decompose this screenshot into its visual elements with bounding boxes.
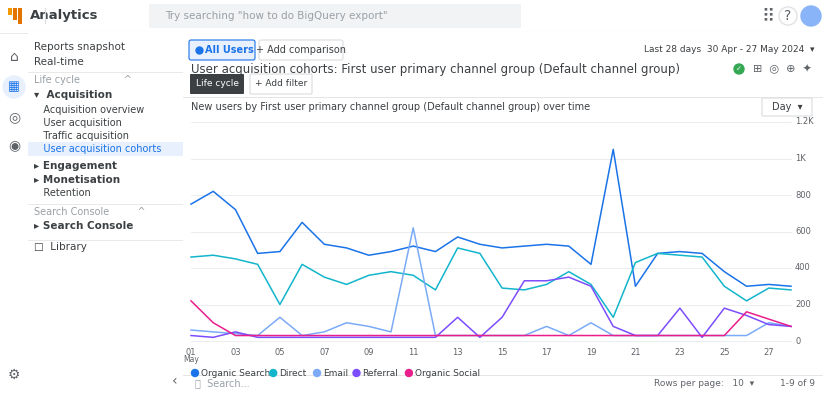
Text: + Add filter: + Add filter: [255, 79, 307, 88]
Text: Retention: Retention: [34, 188, 91, 198]
Text: 400: 400: [795, 263, 811, 272]
Text: 1.2K: 1.2K: [795, 118, 814, 127]
Text: ◎: ◎: [8, 110, 20, 124]
Text: Life cycle: Life cycle: [196, 79, 239, 88]
Text: User acquisition cohorts: First user primary channel group (Default channel grou: User acquisition cohorts: First user pri…: [191, 62, 680, 75]
Circle shape: [3, 76, 25, 98]
Text: ▸ Engagement: ▸ Engagement: [34, 161, 117, 171]
Text: ▾  Acquisition: ▾ Acquisition: [34, 90, 112, 100]
Text: Traffic acquisition: Traffic acquisition: [34, 131, 129, 141]
Text: ▦: ▦: [8, 81, 20, 94]
Text: Referral: Referral: [362, 369, 398, 378]
Text: ◉: ◉: [8, 138, 20, 152]
Circle shape: [406, 369, 412, 376]
Text: 🔍  Search...: 🔍 Search...: [195, 378, 249, 388]
Circle shape: [192, 369, 198, 376]
Text: Try searching "how to do BigQuery export": Try searching "how to do BigQuery export…: [165, 11, 388, 21]
Text: ‹: ‹: [172, 374, 178, 388]
Text: User acquisition cohorts: User acquisition cohorts: [34, 144, 161, 154]
FancyBboxPatch shape: [250, 74, 312, 94]
Text: User acquisition: User acquisition: [34, 118, 122, 128]
Text: Last 28 days  30 Apr - 27 May 2024  ▾: Last 28 days 30 Apr - 27 May 2024 ▾: [644, 46, 815, 55]
Text: 200: 200: [795, 300, 811, 309]
Text: 1K: 1K: [795, 154, 806, 163]
Circle shape: [734, 64, 744, 74]
FancyBboxPatch shape: [762, 98, 812, 116]
Text: New users by First user primary channel group (Default channel group) over time: New users by First user primary channel …: [191, 102, 590, 112]
Text: Acquisition overview: Acquisition overview: [34, 105, 144, 115]
FancyBboxPatch shape: [189, 40, 255, 60]
Text: ⊞  ◎  ⊕  ✦: ⊞ ◎ ⊕ ✦: [753, 64, 811, 74]
Text: Real-time: Real-time: [34, 57, 84, 67]
FancyBboxPatch shape: [259, 40, 343, 60]
FancyBboxPatch shape: [28, 142, 183, 156]
Text: Day  ▾: Day ▾: [772, 102, 802, 112]
Text: |: |: [42, 8, 47, 24]
FancyBboxPatch shape: [149, 4, 521, 28]
Text: 07: 07: [319, 348, 330, 357]
Circle shape: [801, 6, 821, 26]
Text: ⌂: ⌂: [10, 50, 18, 64]
Text: + Add comparison: + Add comparison: [256, 45, 346, 55]
Text: ▸ Search Console: ▸ Search Console: [34, 221, 133, 231]
Text: ⠿: ⠿: [761, 7, 774, 25]
Text: □  Library: □ Library: [34, 242, 87, 252]
Bar: [18, 8, 22, 24]
Text: 01: 01: [186, 348, 196, 357]
Text: Search Console         ^: Search Console ^: [34, 207, 146, 217]
Text: Rows per page:   10  ▾         1-9 of 9: Rows per page: 10 ▾ 1-9 of 9: [654, 378, 815, 387]
FancyBboxPatch shape: [190, 74, 244, 94]
Circle shape: [353, 369, 360, 376]
Bar: [8, 8, 12, 15]
Text: ⚙: ⚙: [7, 368, 21, 382]
Text: 19: 19: [586, 348, 596, 357]
Text: Analytics: Analytics: [30, 9, 99, 22]
Text: 15: 15: [497, 348, 507, 357]
Text: 600: 600: [795, 227, 811, 236]
Text: 27: 27: [764, 348, 774, 357]
Text: Organic Social: Organic Social: [415, 369, 480, 378]
Text: 11: 11: [408, 348, 418, 357]
Text: Direct: Direct: [279, 369, 306, 378]
Text: 0: 0: [795, 336, 800, 345]
Text: 13: 13: [453, 348, 463, 357]
Text: ✓: ✓: [736, 66, 742, 72]
Text: 17: 17: [542, 348, 552, 357]
Circle shape: [314, 369, 320, 376]
Text: 23: 23: [675, 348, 686, 357]
Text: 05: 05: [275, 348, 285, 357]
Text: 21: 21: [630, 348, 640, 357]
Text: 25: 25: [719, 348, 729, 357]
Text: 800: 800: [795, 191, 811, 200]
Text: ?: ?: [784, 9, 792, 23]
Text: Reports snapshot: Reports snapshot: [34, 42, 125, 52]
Circle shape: [270, 369, 277, 376]
Text: Life cycle              ^: Life cycle ^: [34, 75, 132, 85]
Text: 09: 09: [364, 348, 374, 357]
Text: All Users: All Users: [205, 45, 253, 55]
Bar: [13, 8, 17, 20]
Text: May: May: [183, 355, 199, 364]
Text: Organic Search: Organic Search: [201, 369, 270, 378]
Text: Email: Email: [323, 369, 348, 378]
Text: ▸ Monetisation: ▸ Monetisation: [34, 175, 120, 185]
Text: 03: 03: [230, 348, 241, 357]
